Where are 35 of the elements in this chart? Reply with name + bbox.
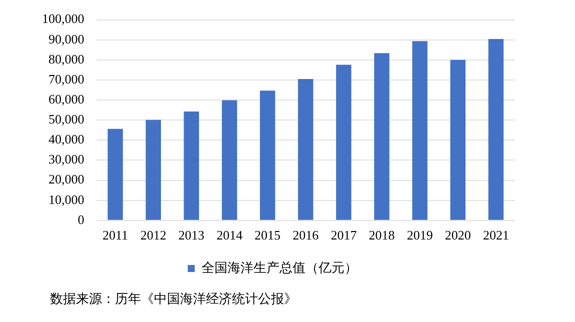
- x-tick-label: 2014: [216, 228, 243, 243]
- y-tick-label: 0: [78, 212, 84, 227]
- bar: [184, 111, 200, 220]
- bar: [108, 128, 123, 220]
- y-tick-label: 10,000: [48, 192, 84, 207]
- source-note: 数据来源：历年《中国海洋经济统计公报》: [50, 290, 297, 308]
- x-tick-label: 2018: [368, 228, 395, 243]
- x-tick-label: 2017: [330, 228, 358, 243]
- bar: [298, 78, 314, 220]
- y-tick-label: 30,000: [48, 152, 84, 167]
- bar: [222, 100, 238, 220]
- x-tick-label: 2020: [444, 228, 471, 243]
- bar: [336, 64, 352, 220]
- bar: [374, 53, 390, 220]
- y-tick-label: 40,000: [48, 132, 84, 147]
- bar: [450, 60, 466, 220]
- bar: [260, 90, 276, 220]
- x-tick-label: 2012: [140, 228, 166, 243]
- x-tick-label: 2019: [406, 228, 433, 243]
- y-tick-label: 100,000: [42, 11, 84, 26]
- x-tick-label: 2021: [482, 228, 509, 243]
- y-tick-label: 50,000: [48, 112, 84, 127]
- bar: [488, 39, 504, 220]
- legend-label: 全国海洋生产总值（亿元）: [201, 260, 358, 276]
- y-tick-label: 20,000: [48, 172, 84, 187]
- y-tick-label: 70,000: [48, 71, 84, 86]
- y-tick-label: 90,000: [48, 31, 84, 46]
- y-tick-label: 80,000: [48, 51, 84, 66]
- y-tick-label: 60,000: [48, 91, 84, 106]
- bar: [412, 41, 428, 220]
- x-tick-label: 2015: [254, 228, 281, 243]
- x-tick-label: 2011: [102, 228, 128, 243]
- x-tick-label: 2013: [178, 228, 204, 243]
- bar: [146, 120, 161, 220]
- x-tick-label: 2016: [292, 228, 320, 243]
